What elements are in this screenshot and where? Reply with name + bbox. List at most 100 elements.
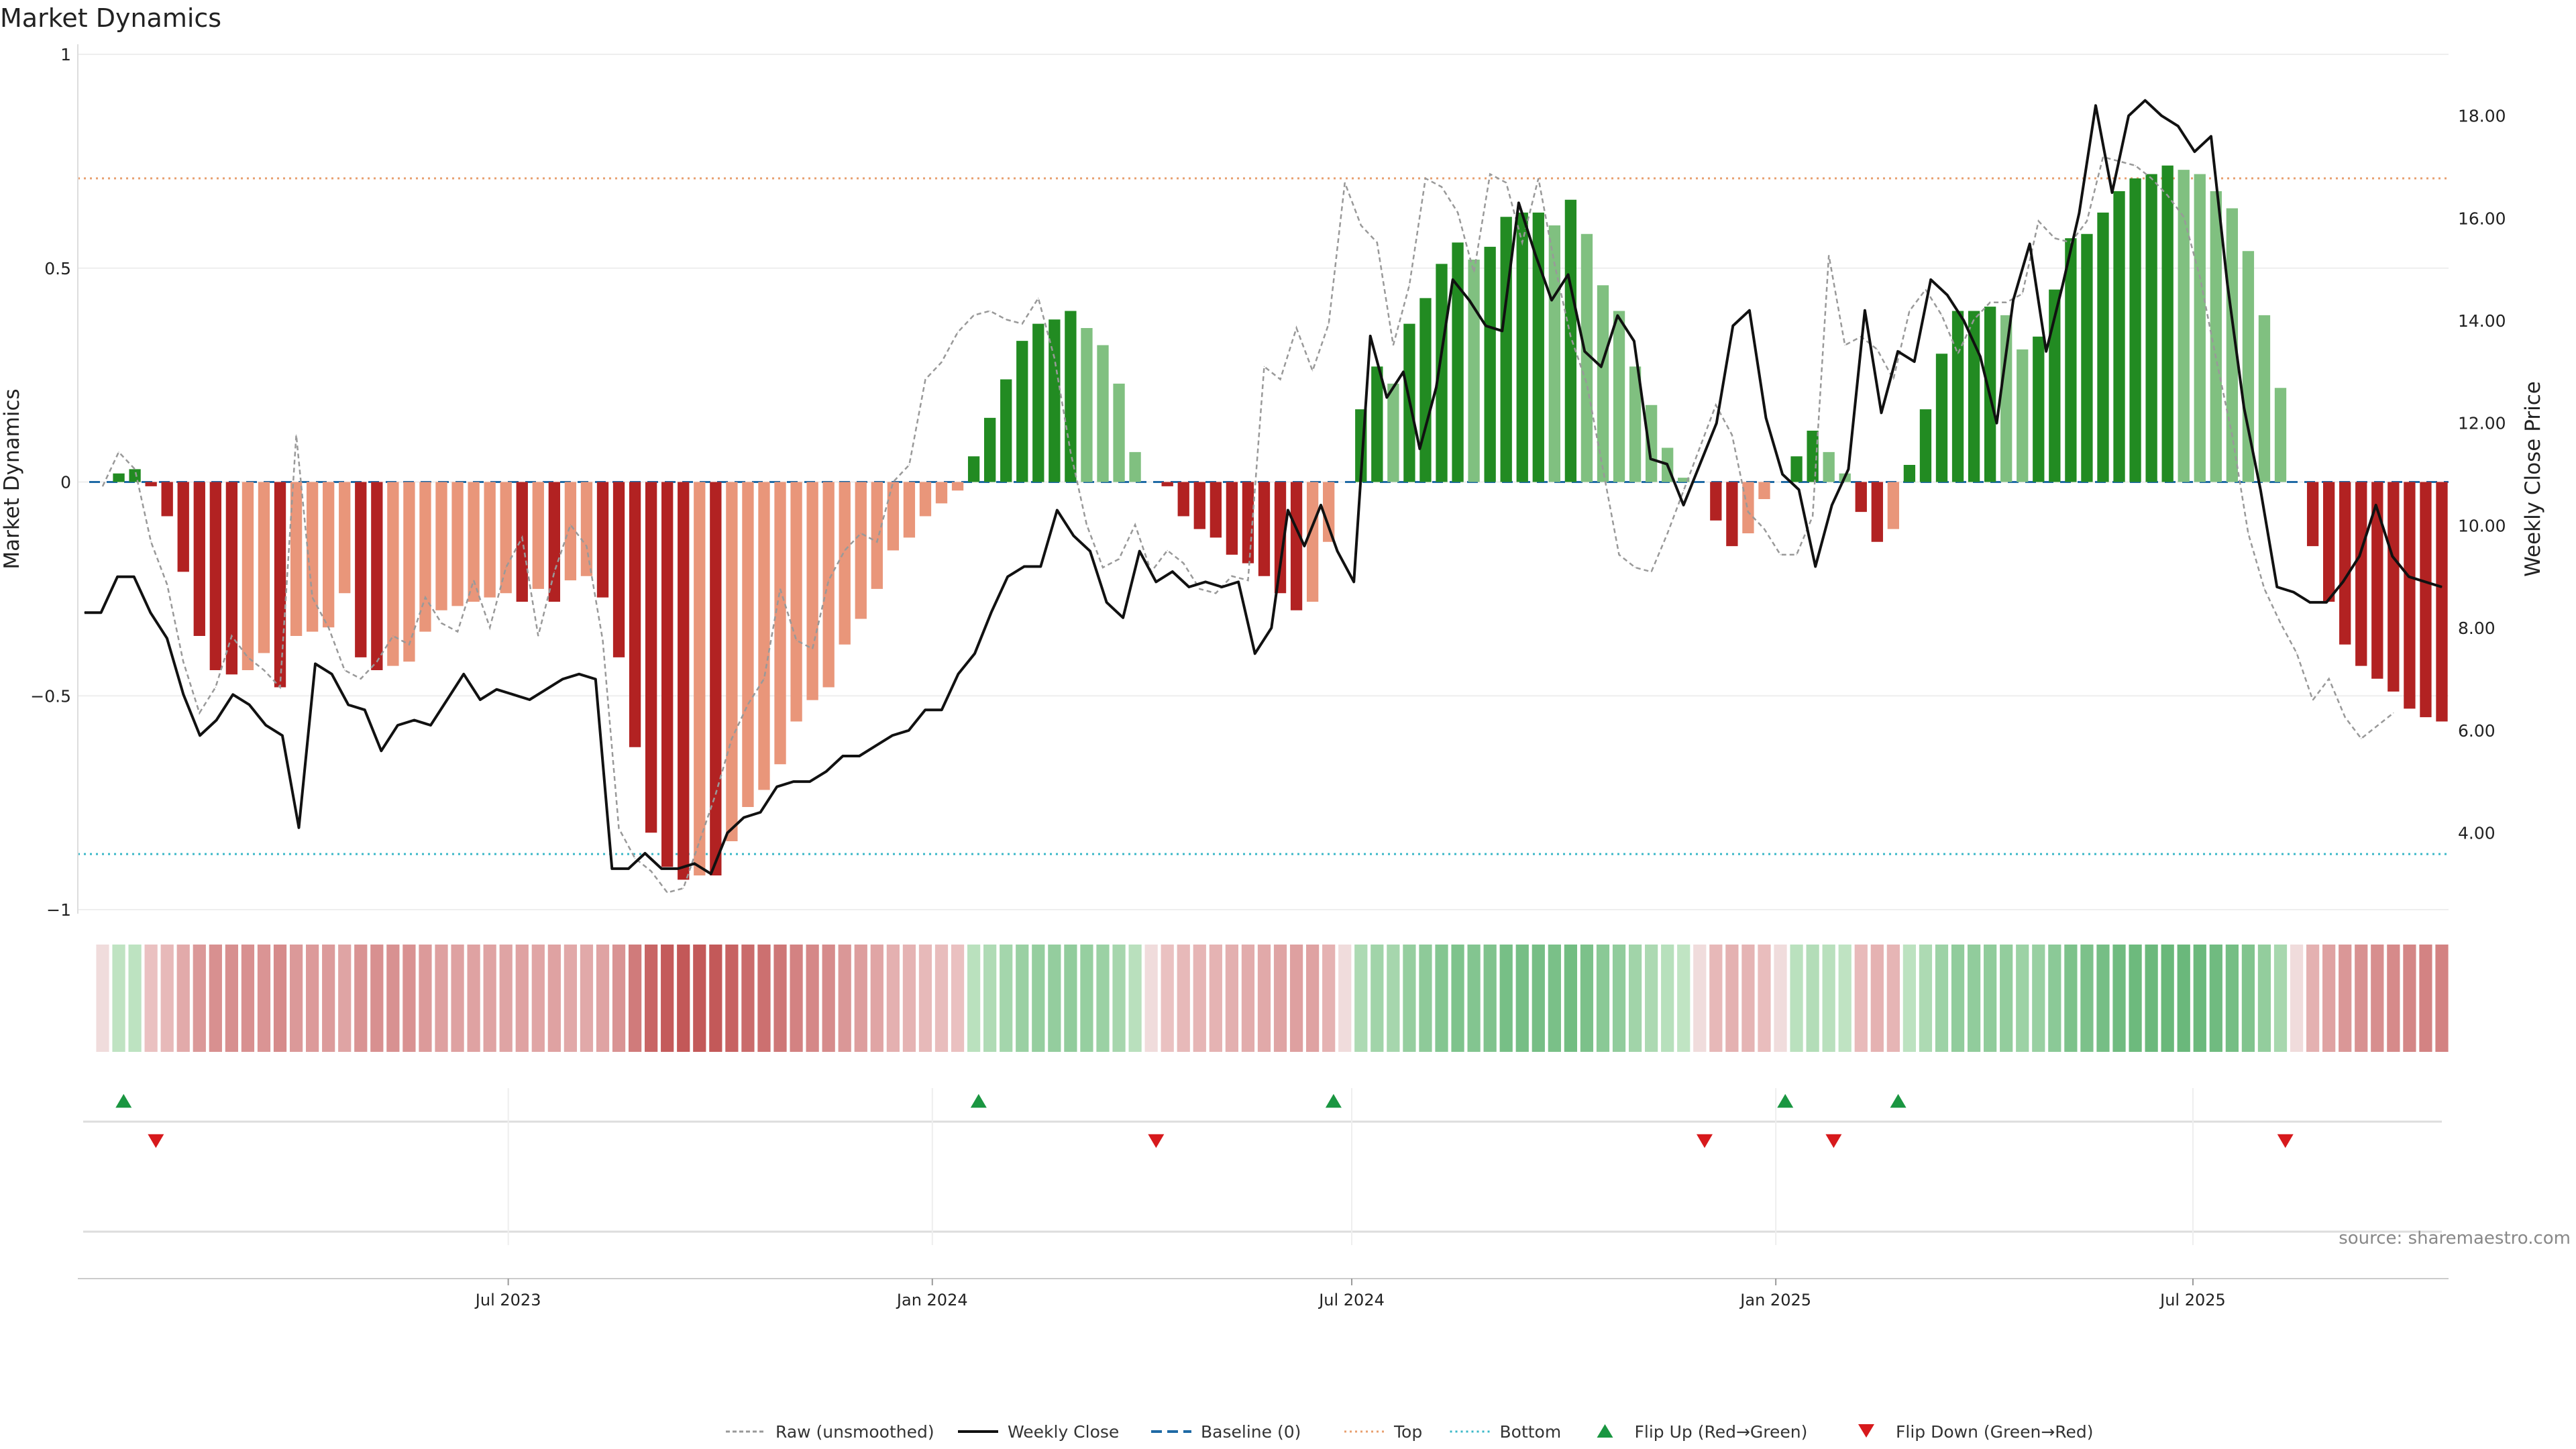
raw-point bbox=[537, 635, 539, 637]
legend-label-3: Top bbox=[1393, 1422, 1422, 1442]
strip-cell bbox=[645, 945, 658, 1052]
bar bbox=[193, 482, 205, 636]
bar bbox=[855, 482, 867, 619]
bar bbox=[2161, 165, 2174, 482]
strip-cell bbox=[273, 945, 287, 1052]
strip-cell bbox=[1032, 945, 1045, 1052]
right-tick-label-7: 4.00 bbox=[2458, 823, 2496, 843]
strip-cell bbox=[160, 945, 174, 1052]
bar bbox=[710, 482, 722, 875]
flip-up-marker bbox=[115, 1093, 132, 1108]
raw-point bbox=[731, 738, 733, 739]
bar bbox=[2339, 482, 2351, 645]
strip-cell bbox=[144, 945, 158, 1052]
bar bbox=[1210, 482, 1222, 538]
bar bbox=[1161, 482, 1173, 486]
bar bbox=[2323, 482, 2335, 602]
bar bbox=[742, 482, 754, 807]
bar bbox=[209, 482, 221, 670]
bar bbox=[1032, 323, 1044, 482]
raw-point bbox=[1279, 378, 1281, 380]
strip-cell bbox=[1741, 945, 1755, 1052]
raw-point bbox=[134, 468, 136, 470]
strip-cell bbox=[209, 945, 222, 1052]
raw-point bbox=[1167, 549, 1168, 551]
strip-cell bbox=[1403, 945, 1416, 1052]
close-point bbox=[182, 694, 184, 695]
close-point bbox=[2161, 115, 2162, 117]
close-point bbox=[1650, 458, 1652, 460]
close-point bbox=[1617, 315, 1618, 316]
strip-cell bbox=[1048, 945, 1061, 1052]
flip-down-marker bbox=[1148, 1134, 1165, 1148]
strip-cell bbox=[128, 945, 142, 1052]
raw-point bbox=[683, 888, 684, 889]
close-point bbox=[2243, 407, 2245, 409]
strip-cell bbox=[1096, 945, 1110, 1052]
bar bbox=[2242, 251, 2255, 482]
strip-cell bbox=[806, 945, 819, 1052]
close-point bbox=[1122, 617, 1124, 619]
strip-cell bbox=[725, 945, 739, 1052]
flip-down-marker bbox=[2277, 1134, 2294, 1148]
strip-cell bbox=[451, 945, 464, 1052]
strip-cell bbox=[2064, 945, 2078, 1052]
strip-cell bbox=[1144, 945, 1158, 1052]
strip-cell bbox=[2339, 945, 2352, 1052]
bar bbox=[1629, 366, 1642, 482]
raw-point bbox=[1457, 212, 1458, 213]
strip-cell bbox=[289, 945, 303, 1052]
strip-cell bbox=[322, 945, 335, 1052]
close-point bbox=[430, 724, 431, 726]
strip-cell bbox=[515, 945, 529, 1052]
bar bbox=[1468, 260, 1480, 482]
bar bbox=[1887, 482, 1900, 529]
bar bbox=[1323, 482, 1335, 542]
strip-cell bbox=[1225, 945, 1238, 1052]
bar bbox=[1951, 311, 1964, 482]
bar bbox=[177, 482, 189, 572]
strip-cell bbox=[757, 945, 771, 1052]
strip-cell bbox=[2177, 945, 2190, 1052]
bar bbox=[580, 482, 593, 576]
close-point bbox=[347, 704, 349, 706]
raw-point bbox=[1199, 588, 1200, 590]
raw-point bbox=[1263, 366, 1265, 367]
strip-cell bbox=[1177, 945, 1190, 1052]
raw-point bbox=[1312, 370, 1313, 372]
bar bbox=[2194, 174, 2206, 482]
bar bbox=[1193, 482, 1205, 529]
bar bbox=[2436, 482, 2448, 722]
strip-cell bbox=[1612, 945, 1626, 1052]
strip-cell bbox=[1725, 945, 1739, 1052]
bar bbox=[612, 482, 625, 657]
raw-point bbox=[2263, 588, 2265, 590]
bar bbox=[2371, 482, 2383, 679]
right-tick-label-2: 14.00 bbox=[2458, 311, 2506, 331]
strip-cell bbox=[1515, 945, 1529, 1052]
bar bbox=[2210, 191, 2222, 482]
weekly-close-line bbox=[84, 99, 2443, 875]
bar bbox=[1645, 405, 1658, 482]
raw-point bbox=[2054, 237, 2055, 239]
strip-cell bbox=[1306, 945, 1320, 1052]
right-tick-label-3: 12.00 bbox=[2458, 414, 2506, 433]
bar bbox=[596, 482, 609, 598]
strip-cell bbox=[225, 945, 239, 1052]
close-point bbox=[2045, 351, 2047, 352]
close-point bbox=[628, 868, 629, 869]
bar bbox=[1113, 383, 1125, 482]
bar bbox=[790, 482, 802, 722]
bar bbox=[1081, 328, 1093, 482]
close-point bbox=[529, 699, 531, 700]
bar bbox=[2081, 233, 2093, 482]
bar bbox=[2145, 174, 2157, 482]
strip-cell bbox=[596, 945, 610, 1052]
strip-cell bbox=[838, 945, 851, 1052]
bar bbox=[694, 482, 706, 875]
close-point bbox=[2062, 284, 2063, 286]
strip-cell bbox=[1532, 945, 1545, 1052]
legend-label-2: Baseline (0) bbox=[1201, 1422, 1301, 1442]
bar bbox=[806, 482, 818, 700]
chart-title: Market Dynamics bbox=[0, 3, 221, 33]
